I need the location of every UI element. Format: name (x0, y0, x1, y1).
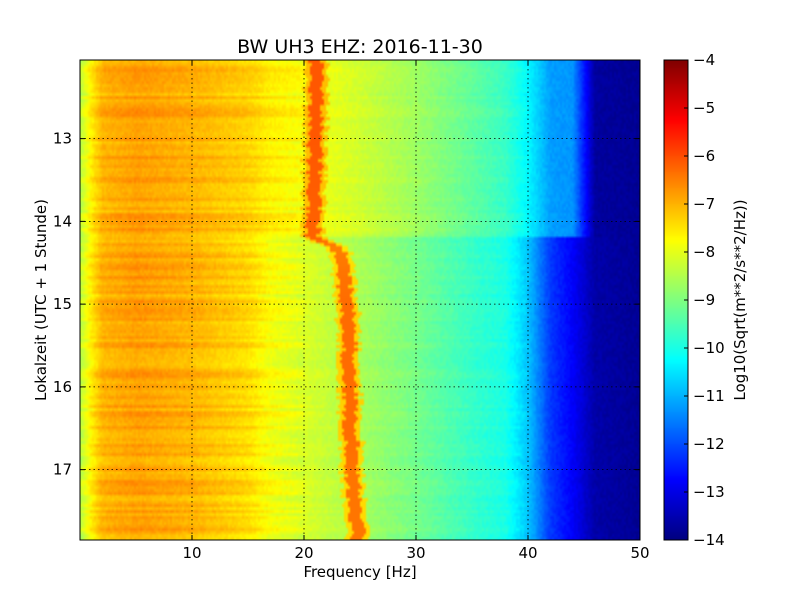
x-axis-label: Frequency [Hz] (303, 563, 416, 581)
x-tick-label: 10 (182, 544, 201, 562)
y-tick-label: 14 (53, 212, 72, 230)
colorbar-tick-label: −13 (693, 483, 725, 501)
y-tick-label: 17 (53, 461, 72, 479)
colorbar-tick-label: −4 (693, 51, 715, 69)
colorbar-tick-label: −10 (693, 339, 725, 357)
spectrogram-heatmap (80, 60, 640, 540)
plot-frame (79, 59, 641, 541)
colorbar-tick-label: −11 (693, 387, 725, 405)
y-axis-label: Lokalzeit (UTC + 1 Stunde) (32, 199, 50, 401)
x-tick-label: 20 (294, 544, 313, 562)
spectrogram-plot-area: 10 20 30 40 50 13 14 15 16 17 (53, 59, 650, 562)
colorbar-label: Log10(Sqrt(m**2/s**2/Hz)) (731, 199, 749, 400)
y-tick-label: 15 (53, 295, 72, 313)
x-tick-label: 40 (518, 544, 537, 562)
x-axis-ticks: 10 20 30 40 50 (182, 60, 650, 562)
chart-title: BW UH3 EHZ: 2016-11-30 (237, 36, 483, 58)
colorbar-tick-label: −9 (693, 291, 715, 309)
x-tick-label: 30 (406, 544, 425, 562)
x-tick-label: 50 (630, 544, 649, 562)
grid-lines (80, 60, 640, 540)
colorbar-tick-label: −8 (693, 243, 715, 261)
colorbar-tick-label: −14 (693, 531, 725, 549)
y-tick-label: 13 (53, 130, 72, 148)
colorbar-tick-label: −7 (693, 195, 715, 213)
colorbar: −4 −5 −6 −7 −8 −9 −10 −11 −12 −13 −14 Log10(Sqrt(m… (663, 51, 749, 549)
colorbar-ticks: −4 −5 −6 −7 −8 −9 −10 −11 −12 −13 −14 (684, 51, 725, 549)
y-tick-label: 16 (53, 378, 72, 396)
colorbar-tick-label: −12 (693, 435, 725, 453)
y-axis-ticks: 13 14 15 16 17 (53, 130, 640, 479)
colorbar-tick-label: −6 (693, 147, 715, 165)
colorbar-tick-label: −5 (693, 99, 715, 117)
